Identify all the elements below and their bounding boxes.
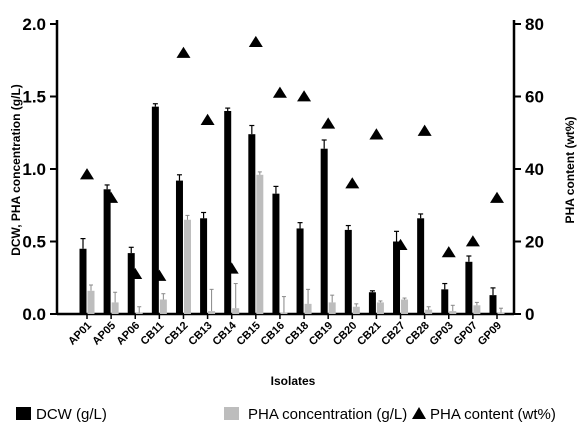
plot-area: 0.0 0.5 1.0 1.5 2.0 0 20 40 60 80 AP01AP05AP06CB11…: [22, 15, 544, 348]
x-axis-title: Isolates: [271, 374, 316, 388]
marker-pha-content: [80, 168, 94, 180]
y-tick-label: 2.0: [22, 15, 46, 34]
x-tick-label: CB21: [355, 320, 383, 348]
y-tick-label: 1.0: [22, 160, 46, 179]
legend-label-pha-content: PHA content (wt%): [430, 406, 556, 423]
marker-pha-content: [176, 46, 191, 58]
bar-dcw: [393, 241, 401, 314]
marker-pha-content: [369, 128, 384, 140]
bar-dcw: [151, 106, 159, 315]
x-tick-label: GP09: [476, 320, 504, 348]
x-tick-label: CB11: [139, 320, 167, 348]
bar-pha-concentration: [232, 308, 240, 314]
bar-pha-concentration: [135, 312, 143, 314]
x-tick-label: AP06: [114, 320, 142, 348]
marker-pha-content: [297, 90, 312, 102]
bar-pha-concentration: [328, 302, 336, 314]
y-right-tick-label: 0: [525, 305, 534, 324]
bar-dcw: [200, 218, 208, 314]
bar-pha-concentration: [208, 311, 216, 314]
bar-dcw: [79, 248, 87, 314]
x-tick-label: CB16: [259, 320, 287, 348]
bar-pha-concentration: [401, 299, 409, 314]
marker-pha-content: [345, 177, 360, 189]
x-tick-label: CB13: [186, 320, 214, 348]
marker-pha-content: [441, 246, 456, 258]
y-tick-label: 0.0: [22, 305, 46, 324]
y-right-tick-label: 60: [525, 88, 544, 107]
bar-pha-concentration: [183, 219, 191, 314]
x-tick-label: GP03: [428, 320, 456, 348]
marker-pha-content: [272, 86, 287, 98]
x-tick-label: CB12: [162, 320, 190, 348]
marker-pha-content: [152, 269, 167, 281]
bar-pha-concentration: [111, 302, 119, 314]
bar-pha-concentration: [449, 311, 457, 314]
legend: DCW (g/L) PHA concentration (g/L) PHA co…: [16, 406, 556, 423]
bar-dcw: [272, 193, 280, 314]
bar-dcw: [224, 111, 232, 314]
marker-pha-content: [104, 191, 119, 203]
marker-pha-content: [465, 235, 480, 247]
bar-dcw: [175, 180, 183, 314]
bar-dcw: [103, 189, 111, 314]
bar-pha-concentration: [256, 174, 264, 314]
x-tick-label: CB18: [283, 320, 311, 348]
bar-dcw: [368, 292, 376, 314]
x-tick-label: CB14: [210, 319, 239, 348]
x-tick-label: CB19: [307, 320, 335, 348]
legend-swatch-dcw: [16, 407, 31, 420]
bar-dcw: [296, 228, 304, 314]
bar-pha-concentration: [352, 306, 360, 314]
y-tick-label: 0.5: [22, 233, 46, 252]
marker-pha-content: [248, 35, 263, 48]
bar-pha-concentration: [87, 290, 95, 314]
bar-pha-concentration: [376, 302, 384, 314]
legend-marker-pha-content: [412, 407, 426, 419]
x-tick-label: AP01: [66, 320, 94, 348]
y-tick-label: 1.5: [22, 88, 46, 107]
bar-pha-concentration: [159, 299, 167, 314]
marker-pha-content: [417, 124, 432, 136]
x-tick-label: AP05: [90, 320, 118, 348]
y-right-tick-label: 40: [525, 160, 544, 179]
x-tick-label: CB20: [331, 320, 359, 348]
bar-pha-concentration: [473, 305, 481, 314]
bar-pha-concentration: [280, 312, 288, 314]
bar-dcw: [489, 295, 497, 314]
bar-dcw: [417, 218, 425, 314]
legend-swatch-pha-concentration: [224, 407, 239, 420]
bar-dcw: [465, 261, 473, 314]
bar-dcw: [127, 253, 135, 314]
y-axis-right-title: PHA content (wt%): [563, 117, 577, 224]
bar-dcw: [441, 289, 449, 314]
bar-dcw: [344, 229, 352, 314]
marker-pha-content: [321, 117, 336, 129]
marker-pha-content: [393, 238, 408, 251]
y-right-tick-label: 20: [525, 233, 544, 252]
y-right-tick-label: 80: [525, 15, 544, 34]
legend-label-dcw: DCW (g/L): [36, 406, 107, 423]
bar-dcw: [248, 134, 256, 314]
x-tick-label: CB28: [403, 320, 431, 348]
bar-pha-concentration: [497, 312, 505, 314]
y-axis-title: DCW, PHA concentration (g/L): [9, 84, 23, 256]
x-tick-label: CB15: [235, 320, 263, 348]
bar-pha-concentration: [304, 303, 312, 314]
marker-pha-content: [200, 113, 215, 125]
marker-pha-content: [224, 262, 239, 274]
x-tick-label: GP07: [452, 320, 480, 348]
marker-pha-content: [128, 267, 143, 280]
legend-label-pha-concentration: PHA concentration (g/L): [248, 406, 407, 423]
x-tick-label: CB27: [379, 320, 407, 348]
bar-dcw: [320, 148, 328, 314]
bar-pha-concentration: [425, 309, 433, 314]
marker-pha-content: [490, 191, 504, 203]
